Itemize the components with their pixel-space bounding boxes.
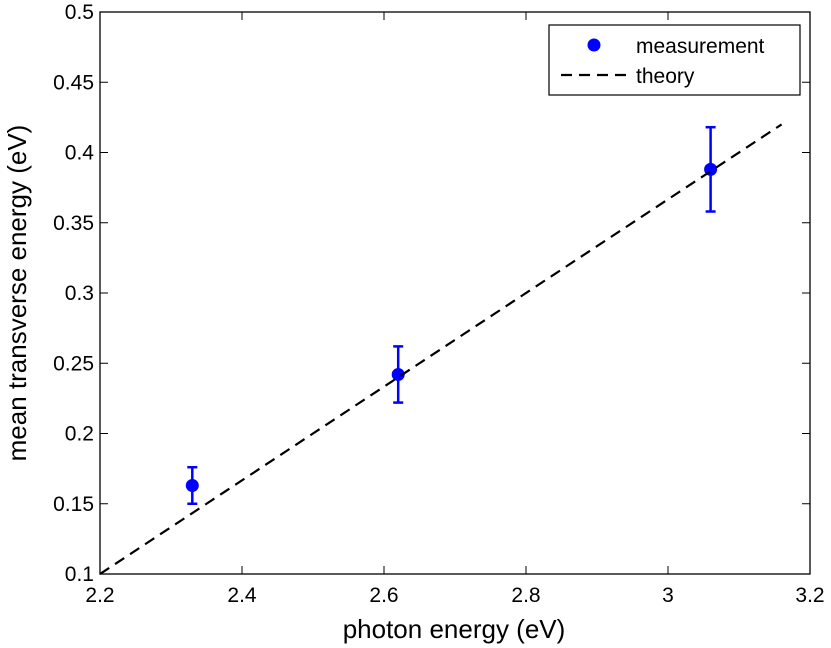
y-tick-label: 0.5 [65,1,94,24]
plot-area-border [99,11,811,575]
legend: measurement theory [548,24,801,96]
plot-frame [99,11,811,575]
x-tick-label: 3 [662,584,674,607]
x-tick-label: 3.2 [795,584,824,607]
y-tick-label: 0.3 [65,282,94,305]
y-axis-label: mean transverse energy (eV) [2,125,32,462]
y-tick-label: 0.35 [53,212,94,235]
y-tick-label: 0.1 [65,563,94,586]
y-tick-label: 0.45 [53,71,94,94]
theory-line [99,123,783,575]
measurement-point [391,367,405,381]
legend-label: theory [636,65,695,88]
x-tick-label: 2.8 [511,584,540,607]
x-axis-label: photon energy (eV) [343,614,566,644]
y-tick-label: 0.2 [65,423,94,446]
measurement-point [185,478,199,492]
y-tick-label: 0.25 [53,352,94,375]
x-tick-label: 2.4 [227,584,257,607]
series-layer [99,123,783,575]
y-tick-label: 0.4 [65,142,95,165]
y-axis: 0.1 0.15 0.2 0.25 0.3 0.35 0.4 0.45 0.5 [53,1,810,586]
legend-label: measurement [636,35,765,58]
y-tick-label: 0.15 [53,493,94,516]
x-tick-label: 2.2 [85,584,114,607]
x-tick-label: 2.6 [369,584,398,607]
legend-measurement-swatch [587,38,601,52]
legend-box [548,24,801,96]
x-axis: 2.2 2.4 2.6 2.8 3 3.2 [85,12,825,607]
